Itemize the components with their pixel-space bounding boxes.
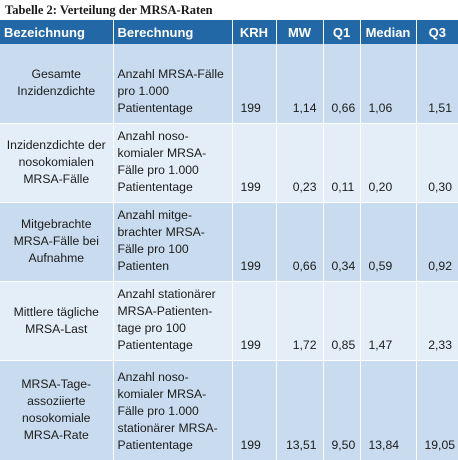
mrsa-rates-table: Bezeichnung Berechnung KRH MW Q1 Median … bbox=[0, 20, 458, 460]
mw-value: 1,72 bbox=[275, 280, 323, 360]
row-calc-cell: Anzahl stationärer MRSA-Patienten- tage … bbox=[112, 280, 232, 360]
row-calc: Anzahl noso- komialer MRSA- Fälle pro 1.… bbox=[117, 370, 218, 452]
row-calc: Anzahl stationärer MRSA-Patienten- tage … bbox=[117, 286, 216, 352]
row-calc-cell: Anzahl MRSA-Fälle pro 1.000 Patiententag… bbox=[112, 44, 232, 123]
row-name: Inzidenzdichte der nosokomialen MRSA-Fäl… bbox=[6, 138, 106, 186]
krh-value: 199 bbox=[231, 201, 276, 281]
table-row: Mittlere tägliche MRSA-Last Anzahl stati… bbox=[0, 280, 458, 360]
krh-value: 199 bbox=[231, 122, 276, 202]
header-median: Median bbox=[359, 20, 416, 44]
table-caption: Tabelle 2: Verteilung der MRSA-Raten bbox=[5, 3, 213, 17]
header-q1: Q1 bbox=[322, 20, 360, 44]
header-q3: Q3 bbox=[415, 20, 458, 44]
row-calc-cell: Anzahl mitge- brachter MRSA- Fälle pro 1… bbox=[112, 201, 232, 281]
krh-value: 199 bbox=[231, 280, 276, 360]
table-row: Inzidenzdichte der nosokomialen MRSA-Fäl… bbox=[0, 122, 458, 202]
mw-value: 1,14 bbox=[275, 44, 323, 123]
mw-value: 0,23 bbox=[275, 122, 323, 202]
row-calc: Anzahl noso- komialer MRSA- Fälle pro 1.… bbox=[117, 128, 207, 194]
table-row: Gesamte Inzidenzdichte Anzahl MRSA-Fälle… bbox=[0, 44, 458, 123]
q3-value: 2,33 bbox=[415, 280, 458, 360]
header-mw: MW bbox=[275, 20, 323, 44]
header-bezeichnung: Bezeichnung bbox=[0, 20, 113, 44]
krh-value: 199 bbox=[231, 44, 276, 123]
row-calc-cell: Anzahl noso- komialer MRSA- Fälle pro 1.… bbox=[112, 359, 232, 460]
median-value: 13,84 bbox=[359, 359, 416, 460]
krh-value: 199 bbox=[231, 359, 276, 460]
header-berechnung: Berechnung bbox=[112, 20, 232, 44]
median-value: 0,20 bbox=[359, 122, 416, 202]
q3-value: 0,92 bbox=[415, 201, 458, 281]
mw-value: 0,66 bbox=[275, 201, 323, 281]
mw-value: 13,51 bbox=[275, 359, 323, 460]
header-krh: KRH bbox=[231, 20, 276, 44]
q3-value: 0,30 bbox=[415, 122, 458, 202]
row-name-cell: Mittlere tägliche MRSA-Last bbox=[0, 280, 113, 360]
row-name-cell: Gesamte Inzidenzdichte bbox=[0, 44, 113, 123]
q1-value: 0,66 bbox=[322, 44, 360, 123]
median-value: 1,47 bbox=[359, 280, 416, 360]
table-row: Mitgebrachte MRSA-Fälle bei Aufnahme Anz… bbox=[0, 201, 458, 281]
row-name-cell: MRSA-Tage- assoziierte nosokomiale MRSA-… bbox=[0, 359, 113, 460]
row-calc: Anzahl mitge- brachter MRSA- Fälle pro 1… bbox=[117, 207, 205, 273]
header-row: Bezeichnung Berechnung KRH MW Q1 Median … bbox=[0, 20, 458, 44]
table-row: MRSA-Tage- assoziierte nosokomiale MRSA-… bbox=[0, 359, 458, 460]
q3-value: 19,05 bbox=[415, 359, 458, 460]
q1-value: 0,11 bbox=[322, 122, 360, 202]
q1-value: 9,50 bbox=[322, 359, 360, 460]
row-name: MRSA-Tage- assoziierte nosokomiale MRSA-… bbox=[21, 377, 92, 443]
row-calc: Anzahl MRSA-Fälle pro 1.000 Patiententag… bbox=[117, 66, 224, 115]
row-name: Mittlere tägliche MRSA-Last bbox=[13, 304, 99, 336]
row-calc-cell: Anzahl noso- komialer MRSA- Fälle pro 1.… bbox=[112, 122, 232, 202]
median-value: 1,06 bbox=[359, 44, 416, 123]
row-name-cell: Inzidenzdichte der nosokomialen MRSA-Fäl… bbox=[0, 122, 113, 202]
median-value: 0,59 bbox=[359, 201, 416, 281]
row-name: Mitgebrachte MRSA-Fälle bei Aufnahme bbox=[13, 217, 99, 265]
row-name: Gesamte Inzidenzdichte bbox=[17, 67, 96, 99]
q1-value: 0,85 bbox=[322, 280, 360, 360]
q3-value: 1,51 bbox=[415, 44, 458, 123]
q1-value: 0,34 bbox=[322, 201, 360, 281]
row-name-cell: Mitgebrachte MRSA-Fälle bei Aufnahme bbox=[0, 201, 113, 281]
